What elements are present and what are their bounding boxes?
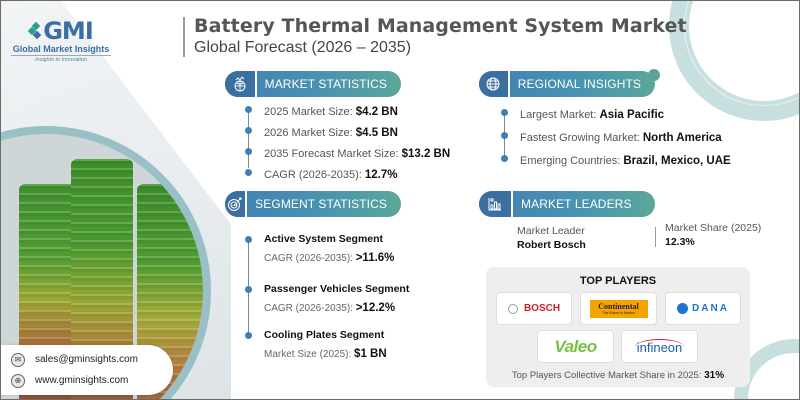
- market-leaders-title: MARKET LEADERS: [521, 197, 632, 211]
- globe-icon: [479, 71, 510, 97]
- regional-insights-header: REGIONAL INSIGHTS: [479, 71, 655, 97]
- region-item-fastest: Fastest Growing Market: North America: [501, 128, 731, 151]
- stat-item-2026: 2026 Market Size: $4.5 BN: [245, 123, 450, 144]
- segment-statistics-title: SEGMENT STATISTICS: [255, 197, 387, 211]
- globe-chart-icon: [225, 71, 257, 97]
- market-statistics-title: MARKET STATISTICS: [264, 77, 387, 91]
- page-subtitle: Global Forecast (2026 – 2035): [194, 39, 412, 56]
- segment-item-cooling-plates: Cooling Plates Segment Market Size (2025…: [245, 329, 409, 369]
- decorative-dot: [648, 69, 660, 81]
- contact-website[interactable]: ⊕ www.gminsights.com: [11, 370, 173, 391]
- continental-logo[interactable]: Continental The Future in Motion: [580, 292, 657, 325]
- target-chart-icon: [225, 191, 248, 217]
- logo-mark: GMI: [43, 17, 94, 45]
- market-leader-value: Robert Bosch: [517, 239, 586, 251]
- top-players-title: TOP PLAYERS: [579, 275, 657, 287]
- logo-tagline: Insights to Innovation: [35, 57, 87, 63]
- market-share-label: Market Share (2025): [665, 222, 762, 234]
- gmi-logo[interactable]: GMI Global Market Insights Insights to I…: [11, 19, 111, 63]
- stat-item-2025: 2025 Market Size: $4.2 BN: [245, 102, 450, 123]
- market-leaders-divider: [655, 227, 656, 247]
- segment-statistics-list: Active System Segment CAGR (2026-2035): …: [245, 233, 409, 369]
- region-item-largest: Largest Market: Asia Pacific: [501, 105, 731, 128]
- regional-insights-list: Largest Market: Asia Pacific Fastest Gro…: [501, 105, 731, 174]
- logo-diamonds-icon: [27, 21, 42, 40]
- dana-emblem-icon: [677, 303, 689, 314]
- segment-item-active-system: Active System Segment CAGR (2026-2035): …: [245, 233, 409, 283]
- leaders-chart-icon: [479, 191, 513, 217]
- stat-item-2035: 2035 Forecast Market Size: $13.2 BN: [245, 144, 450, 165]
- market-statistics-header: MARKET STATISTICS: [225, 71, 401, 97]
- region-item-emerging: Emerging Countries: Brazil, Mexico, UAE: [501, 151, 731, 174]
- email-icon: ✉: [11, 352, 25, 367]
- top-players-share: Top Players Collective Market Share in 2…: [511, 370, 725, 381]
- logo-name: Global Market Insights: [11, 44, 111, 56]
- segment-statistics-header: SEGMENT STATISTICS: [225, 191, 401, 217]
- valeo-logo[interactable]: Valeo: [537, 330, 614, 363]
- infineon-logo[interactable]: infineon: [621, 330, 698, 363]
- contact-panel: ✉ sales@gminsights.com ⊕ www.gminsights.…: [1, 345, 173, 395]
- title-divider: [183, 17, 185, 57]
- bosch-emblem-icon: [507, 303, 518, 314]
- top-players-panel: TOP PLAYERS BOSCH Continental The Future…: [486, 267, 750, 387]
- dana-logo[interactable]: DANA: [665, 292, 741, 325]
- market-share-value: 12.3%: [665, 236, 695, 248]
- market-leaders-header: MARKET LEADERS: [479, 191, 655, 217]
- stat-item-cagr: CAGR (2026-2035): 12.7%: [245, 165, 450, 186]
- bosch-logo[interactable]: BOSCH: [496, 292, 572, 325]
- page-title: Battery Thermal Management System Market: [194, 15, 687, 37]
- regional-insights-title: REGIONAL INSIGHTS: [517, 77, 641, 91]
- market-leader-label: Market Leader: [517, 225, 585, 237]
- contact-email[interactable]: ✉ sales@gminsights.com: [11, 349, 173, 370]
- segment-item-passenger-vehicles: Passenger Vehicles Segment CAGR (2026-20…: [245, 283, 409, 329]
- market-statistics-list: 2025 Market Size: $4.2 BN 2026 Market Si…: [245, 102, 450, 186]
- globe-icon: ⊕: [11, 373, 25, 388]
